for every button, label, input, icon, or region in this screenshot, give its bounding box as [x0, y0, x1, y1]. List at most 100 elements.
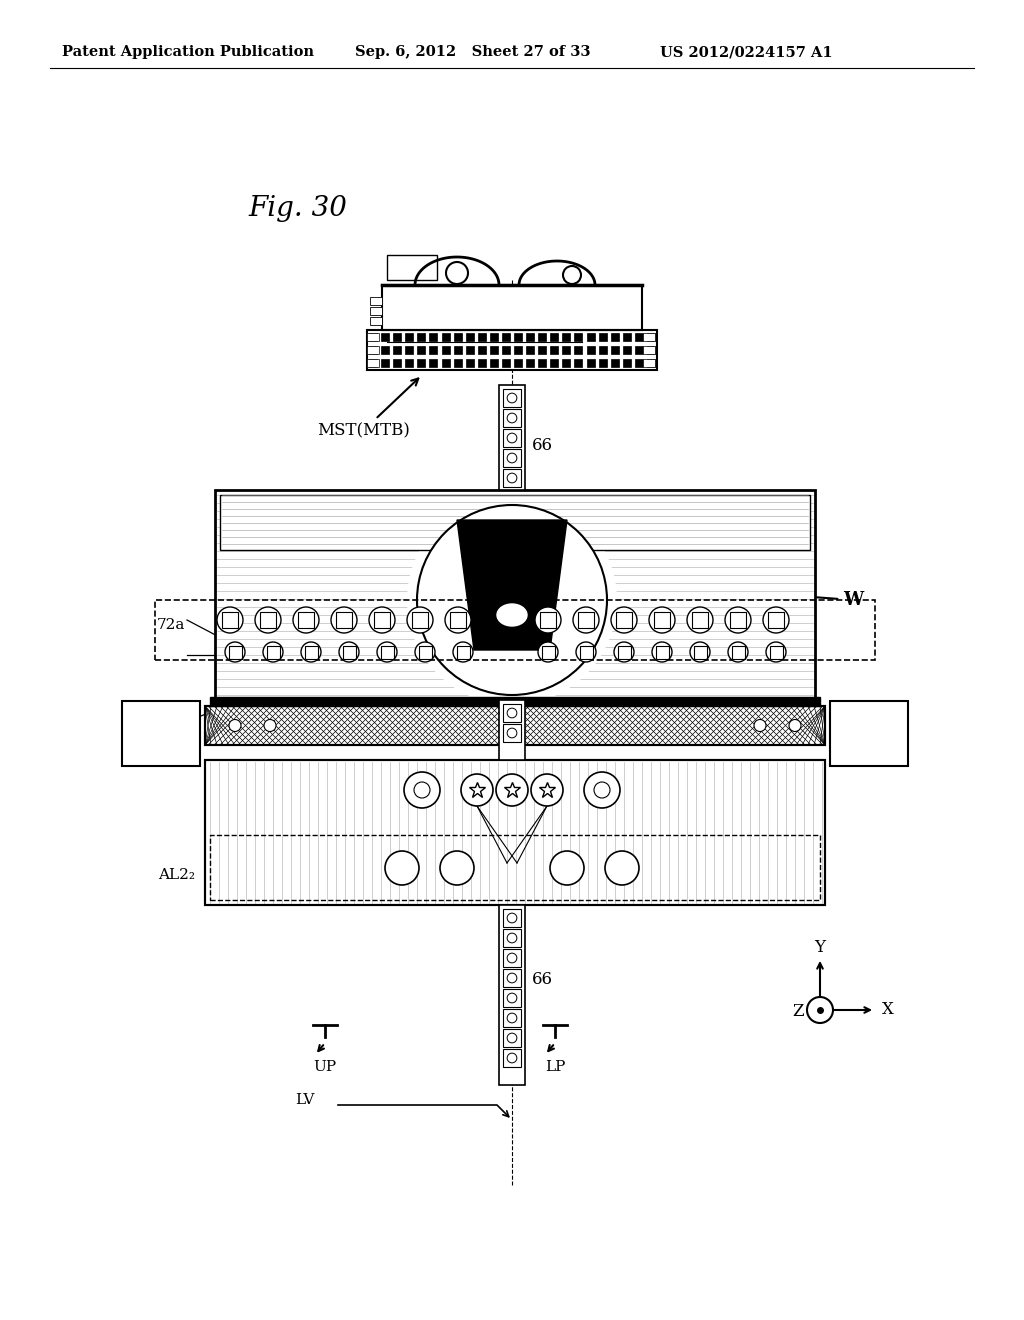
Bar	[643, 359, 655, 367]
Polygon shape	[457, 520, 567, 649]
Bar	[615, 611, 633, 628]
Bar	[647, 359, 655, 367]
Bar	[539, 359, 546, 367]
Circle shape	[225, 642, 245, 663]
Bar	[478, 333, 485, 341]
Bar	[393, 346, 401, 354]
Circle shape	[507, 953, 517, 962]
Bar	[539, 346, 546, 354]
Circle shape	[440, 851, 474, 884]
Bar	[466, 359, 474, 367]
Bar	[259, 611, 276, 628]
Circle shape	[263, 642, 283, 663]
Text: 90b: 90b	[850, 735, 880, 748]
Bar	[623, 346, 631, 354]
Text: LV: LV	[295, 1093, 314, 1107]
Bar	[647, 333, 655, 341]
Circle shape	[687, 607, 713, 634]
Bar	[502, 359, 510, 367]
Bar	[367, 330, 657, 370]
Bar	[441, 333, 450, 341]
Text: Y: Y	[814, 940, 825, 957]
Bar	[499, 700, 525, 760]
Bar	[429, 333, 437, 341]
Bar	[729, 611, 746, 628]
Circle shape	[453, 642, 473, 663]
Circle shape	[507, 729, 517, 738]
Bar	[653, 611, 671, 628]
Bar	[830, 701, 908, 766]
Bar	[369, 333, 377, 341]
Circle shape	[446, 261, 468, 284]
Text: 72b: 72b	[156, 713, 185, 727]
Ellipse shape	[497, 605, 527, 626]
Bar	[503, 1049, 521, 1067]
Circle shape	[575, 642, 596, 663]
Bar	[381, 346, 389, 354]
Text: AL1: AL1	[655, 871, 686, 884]
Bar	[429, 346, 437, 354]
Bar	[489, 359, 498, 367]
Circle shape	[507, 708, 517, 718]
Bar	[635, 333, 643, 341]
Bar	[526, 333, 535, 341]
Bar	[418, 359, 425, 367]
Circle shape	[728, 642, 748, 663]
Text: 72d: 72d	[850, 723, 880, 737]
Bar	[370, 317, 382, 325]
Circle shape	[339, 642, 359, 663]
Bar	[454, 333, 462, 341]
Text: Patent Application Publication: Patent Application Publication	[62, 45, 314, 59]
Circle shape	[507, 1053, 517, 1063]
Bar	[412, 611, 428, 628]
Circle shape	[507, 973, 517, 983]
Circle shape	[507, 993, 517, 1003]
Text: AL2₂: AL2₂	[158, 869, 195, 882]
Bar	[502, 333, 510, 341]
Circle shape	[649, 607, 675, 634]
Text: Sep. 6, 2012   Sheet 27 of 33: Sep. 6, 2012 Sheet 27 of 33	[355, 45, 591, 59]
Circle shape	[535, 607, 561, 634]
Bar	[503, 469, 521, 487]
Bar	[122, 701, 200, 766]
Bar	[503, 429, 521, 447]
Bar	[466, 333, 474, 341]
Text: 64y₂: 64y₂	[650, 799, 684, 812]
Circle shape	[385, 851, 419, 884]
Circle shape	[301, 642, 321, 663]
Bar	[503, 909, 521, 927]
Bar	[205, 706, 825, 744]
Text: WST(WTB): WST(WTB)	[680, 498, 815, 517]
Bar	[514, 333, 522, 341]
Circle shape	[614, 642, 634, 663]
Bar	[406, 346, 414, 354]
Bar	[503, 389, 521, 407]
Text: MST(MTB): MST(MTB)	[317, 379, 418, 440]
Bar	[587, 346, 595, 354]
Text: US 2012/0224157 A1: US 2012/0224157 A1	[660, 45, 833, 59]
Bar	[374, 611, 390, 628]
Circle shape	[531, 774, 563, 807]
Bar	[635, 359, 643, 367]
Bar	[367, 359, 379, 367]
Circle shape	[538, 642, 558, 663]
Circle shape	[445, 607, 471, 634]
Bar	[221, 611, 239, 628]
Text: LP: LP	[545, 1060, 565, 1074]
Circle shape	[573, 607, 599, 634]
Circle shape	[407, 495, 617, 705]
Circle shape	[255, 607, 281, 634]
Text: X: X	[882, 1002, 894, 1019]
Bar	[550, 333, 558, 341]
Bar	[393, 359, 401, 367]
Bar	[457, 645, 469, 659]
Text: Fig. 30: Fig. 30	[248, 194, 347, 222]
Bar	[205, 706, 825, 744]
Bar	[205, 760, 825, 906]
Text: 66: 66	[532, 972, 553, 989]
Text: AL2₃: AL2₃	[655, 855, 692, 869]
Bar	[647, 346, 655, 354]
Bar	[298, 611, 314, 628]
Circle shape	[407, 607, 433, 634]
Bar	[514, 346, 522, 354]
